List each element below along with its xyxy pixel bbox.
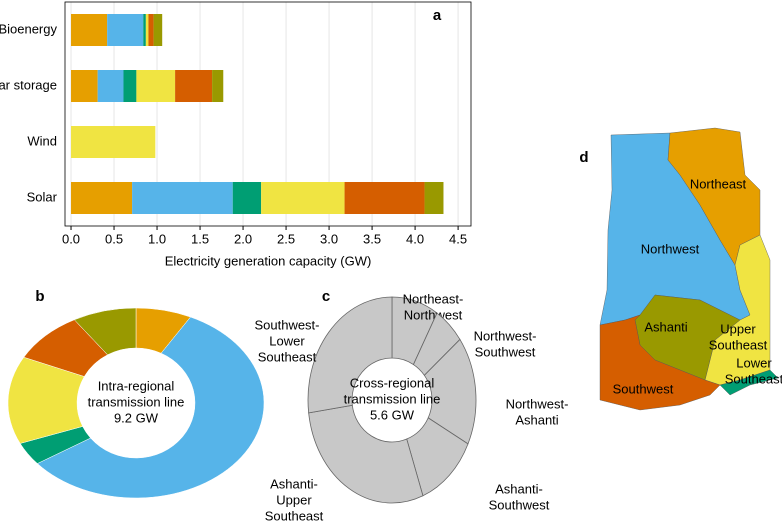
segment-label: Ashanti- (495, 481, 543, 496)
segment-label: Northwest (404, 307, 463, 322)
center-text: 9.2 GW (114, 410, 159, 425)
bar-segment (123, 70, 137, 102)
center-text: Intra-regional (98, 378, 175, 393)
bar-segment (136, 70, 176, 102)
segment-label: Northeast- (403, 291, 464, 306)
y-tick-label: Bioenergy (0, 21, 57, 36)
center-text: transmission line (344, 391, 441, 406)
x-tick-label: 2.0 (234, 231, 252, 246)
segment-label: Southeast (265, 508, 324, 521)
x-tick-label: 1.5 (191, 231, 209, 246)
donut-segment (36, 316, 265, 499)
x-tick-label: 3.0 (320, 231, 338, 246)
region-label: Northwest (641, 241, 700, 256)
donut-segment (423, 338, 477, 445)
bar-segment (145, 14, 149, 46)
x-tick-label: 0.0 (62, 231, 80, 246)
panel-label: c (322, 288, 330, 305)
y-tick-label: Wind (27, 133, 57, 148)
bar-segment (97, 70, 124, 102)
region-label: Lower (736, 355, 772, 370)
segment-label: Northwest- (506, 396, 569, 411)
center-text: Cross-regional (350, 375, 435, 390)
x-tick-label: 1.0 (148, 231, 166, 246)
x-tick-label: 0.5 (105, 231, 123, 246)
segment-label: Ashanti- (270, 476, 318, 491)
x-tick-label: 3.5 (363, 231, 381, 246)
bar-segment (107, 14, 144, 46)
x-tick-label: 2.5 (277, 231, 295, 246)
region-label: Southeast (709, 337, 768, 352)
bar-segment (71, 182, 133, 214)
y-tick-label: Solar (27, 189, 58, 204)
segment-label: Southwest (475, 344, 536, 359)
bar-segment (71, 14, 108, 46)
region-southwest (599, 314, 721, 411)
bar-segment (261, 182, 345, 214)
bar-segment (175, 70, 213, 102)
x-tick-label: 4.0 (406, 231, 424, 246)
region-lower-southeast (719, 369, 779, 396)
bar-segment (153, 14, 163, 46)
segment-label: Southeast (258, 349, 317, 364)
x-axis-label: Electricity generation capacity (GW) (165, 253, 372, 268)
bar-segment (132, 182, 233, 214)
plot-frame (64, 1, 472, 227)
center-text: transmission line (88, 394, 185, 409)
bar-segment (424, 182, 444, 214)
region-label: Southeast (725, 371, 782, 386)
x-tick-label: 4.5 (449, 231, 467, 246)
center-text: 5.6 GW (370, 407, 415, 422)
region-label: Ashanti (644, 319, 687, 334)
region-label: Upper (720, 321, 756, 336)
bar-segment (148, 14, 154, 46)
panel-label: a (433, 7, 442, 24)
bar-segment (143, 14, 146, 46)
bar-segment (71, 126, 156, 158)
bar-segment (344, 182, 425, 214)
segment-label: Southwest (489, 497, 550, 512)
panel-label: d (579, 149, 588, 166)
donut-segment (308, 404, 424, 504)
segment-label: Lower (269, 333, 305, 348)
segment-label: Northwest- (474, 328, 537, 343)
bar-segment (212, 70, 224, 102)
y-tick-label: ar storage (0, 77, 57, 92)
bar-segment (71, 70, 98, 102)
bar-segment (232, 182, 262, 214)
map (599, 127, 779, 411)
segment-label: Ashanti (515, 412, 558, 427)
region-label: Southwest (613, 381, 674, 396)
segment-label: Upper (276, 492, 312, 507)
donut-segment (307, 296, 393, 414)
segment-label: Southwest- (254, 317, 319, 332)
panel-label: b (35, 288, 44, 305)
donut-segment (73, 307, 137, 356)
region-label: Northeast (690, 176, 747, 191)
